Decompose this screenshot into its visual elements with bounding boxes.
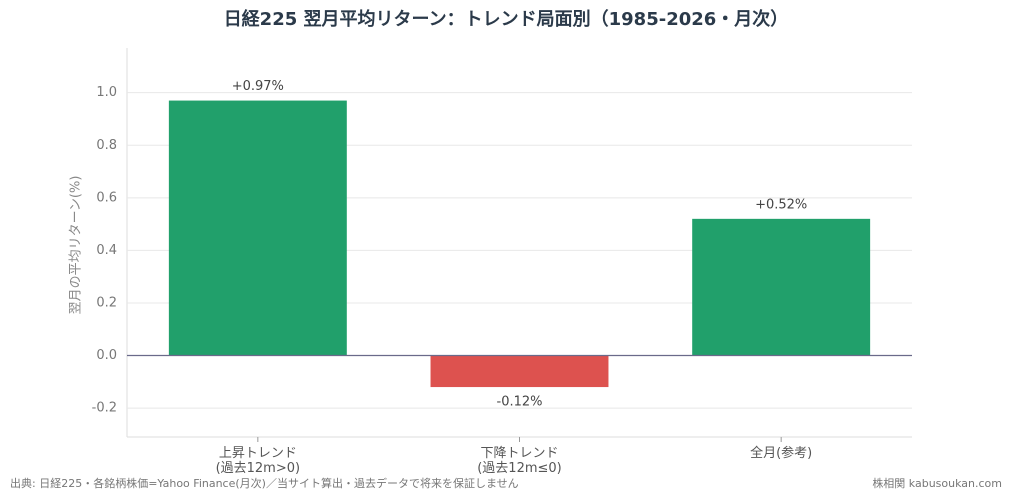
y-tick-label: 0.6 [96,190,117,205]
chart-title: 日経225 翌月平均リターン：トレンド局面別（1985-2026・月次） [224,8,789,30]
credit: 株相関 kabusoukan.com [872,476,1002,490]
y-tick-label: 0.8 [96,138,117,153]
y-tick-label: 0.2 [96,295,117,310]
value-label: +0.52% [755,197,807,212]
y-axis-label: 翌月の平均リターン(%) [69,176,84,315]
source: 出典: 日経225・各銘柄株価=Yahoo Finance(月次)／当サイト算出… [10,476,519,490]
y-tick-label: 0.4 [96,243,117,258]
bar [430,355,609,388]
y-tick-label: 0.0 [96,348,117,363]
y-tick-label: 1.0 [96,85,117,100]
value-label: -0.12% [497,395,543,410]
x-tick-label: 全月(参考) [750,446,813,461]
y-tick-label: -0.2 [92,401,117,416]
x-tick-label: 上昇トレンド (過去12m>0) [215,446,301,476]
bar [168,100,347,356]
x-tick-label: 下降トレンド (過去12m≤0) [477,446,562,476]
bar [692,218,871,356]
value-label: +0.97% [232,79,284,94]
